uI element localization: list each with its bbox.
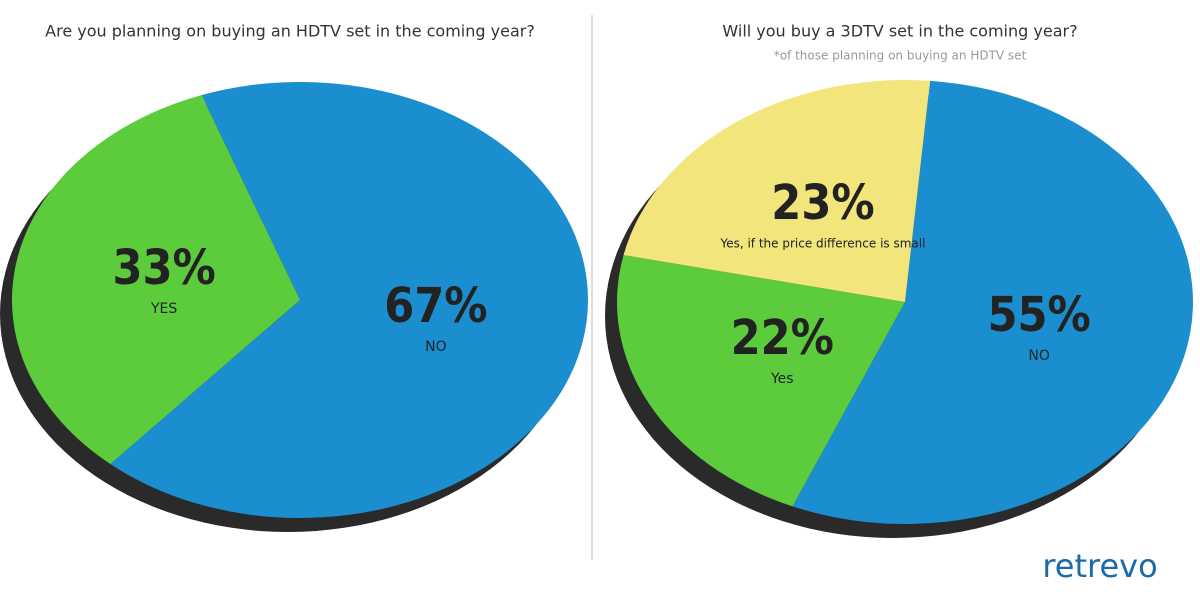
category-label: NO [1028, 348, 1050, 364]
category-label: Yes [770, 371, 794, 387]
value-label: 23% [771, 175, 874, 231]
chart-title: Will you buy a 3DTV set in the coming ye… [722, 22, 1077, 41]
category-label: Yes, if the price difference is small [719, 237, 925, 251]
value-label: 33% [112, 240, 215, 296]
chart-title: Are you planning on buying an HDTV set i… [45, 22, 535, 41]
value-label: 55% [987, 287, 1090, 343]
value-label: 22% [731, 310, 834, 366]
pie-slice [623, 79, 931, 302]
category-label: NO [425, 339, 447, 355]
chart-subtitle: *of those planning on buying an HDTV set [774, 49, 1027, 63]
pie-slice [11, 95, 300, 465]
pie-slice [110, 82, 588, 519]
category-label: YES [150, 301, 177, 317]
value-label: 67% [384, 278, 487, 334]
pie-slice [792, 80, 1193, 524]
pie-slice [617, 255, 905, 507]
logo: retrevo [1042, 547, 1157, 585]
